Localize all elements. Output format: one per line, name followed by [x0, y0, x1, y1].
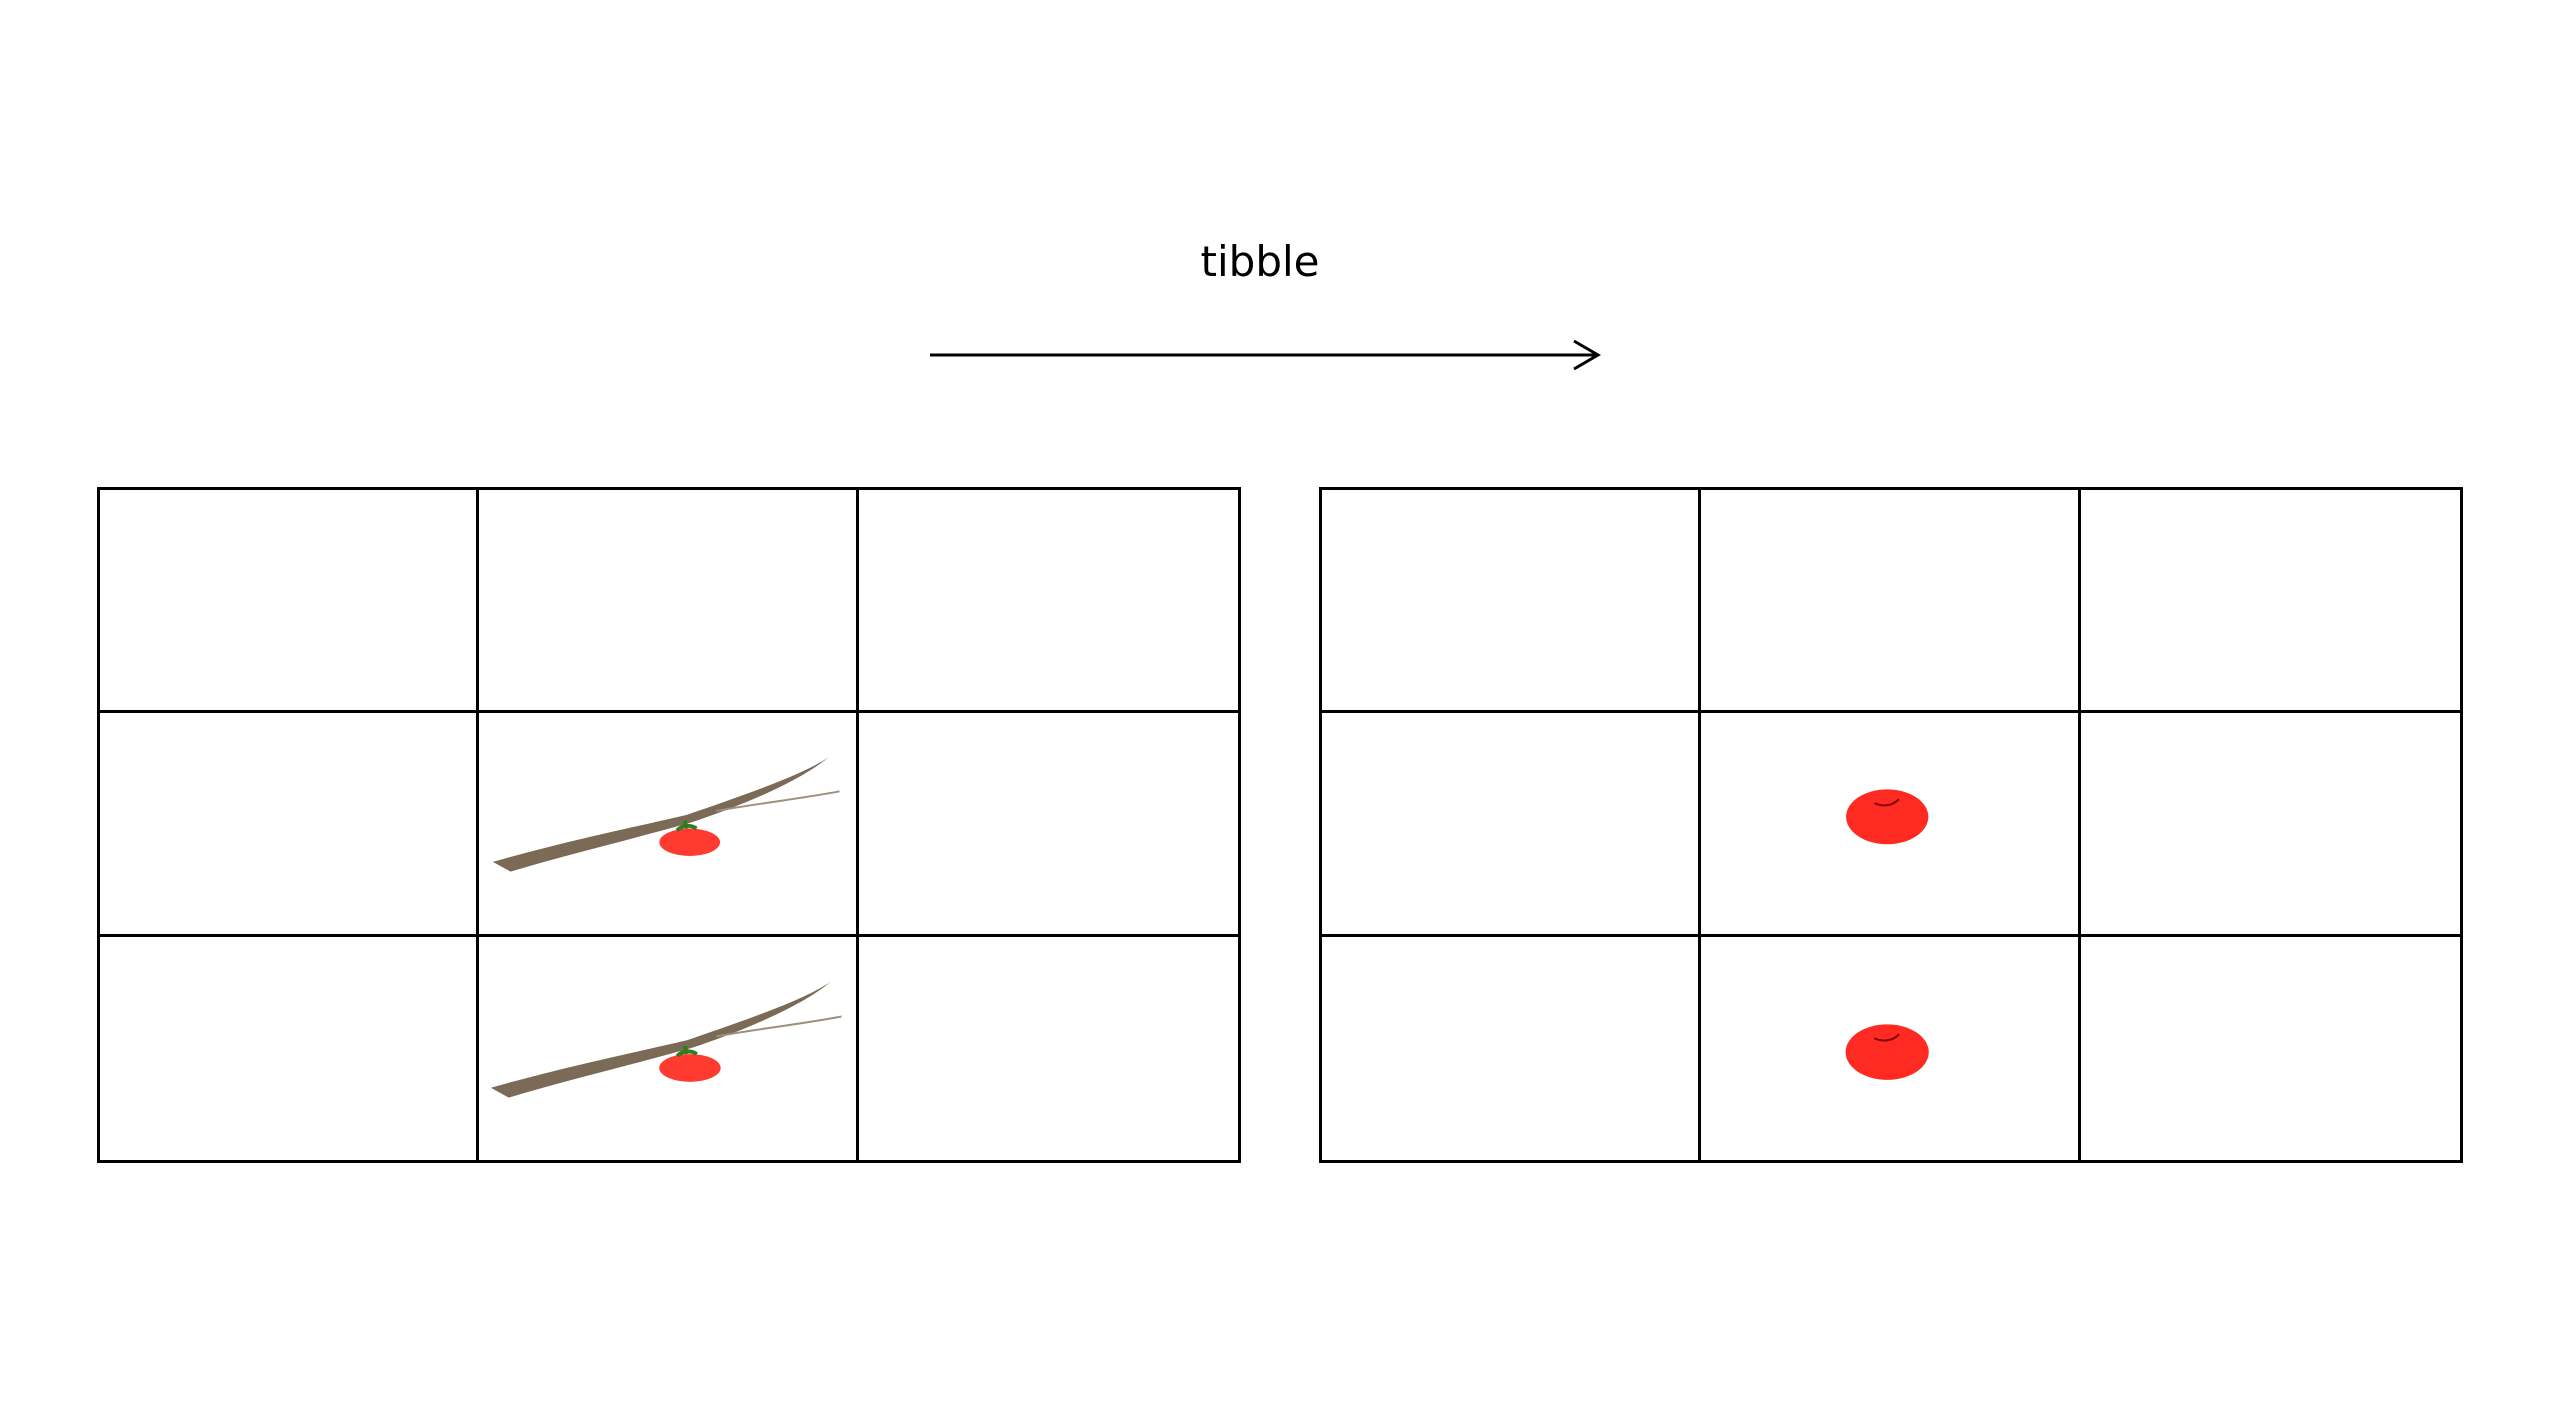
left-cell-r2c2 — [479, 713, 859, 937]
left-cell-r3c3 — [859, 937, 1238, 1160]
left-cell-r1c2 — [479, 490, 859, 714]
right-cell-r1c2 — [1701, 490, 2081, 714]
left-cell-r3c1 — [100, 936, 480, 1160]
right-arrow-icon — [930, 339, 1601, 371]
left-cell-r1c3 — [858, 490, 1238, 714]
left-cell-r2c3 — [858, 713, 1238, 937]
right-cell-r1c1 — [1322, 490, 1702, 714]
apple-on-branch-icon — [493, 757, 841, 872]
left-cell-r3c2 — [479, 936, 859, 1160]
right-cell-r3c1 — [1322, 936, 1702, 1160]
left-cell-r2c1 — [100, 713, 480, 937]
apple-icon — [1845, 1024, 1930, 1080]
right-cell-r2c3 — [2080, 713, 2460, 937]
left-grid — [97, 487, 1241, 1163]
right-cell-r3c2 — [1701, 936, 2081, 1160]
right-cell-r2c1 — [1322, 713, 1702, 937]
right-grid — [1319, 487, 2463, 1163]
diagram-title: tibble — [1200, 237, 1320, 286]
right-cell-r1c3 — [2080, 490, 2460, 714]
right-cell-r2c2 — [1701, 713, 2081, 937]
left-cell-r1c1 — [100, 490, 480, 714]
apple-on-branch-icon — [491, 981, 842, 1098]
right-cell-r3c3 — [2081, 937, 2460, 1160]
apple-icon — [1846, 789, 1929, 845]
